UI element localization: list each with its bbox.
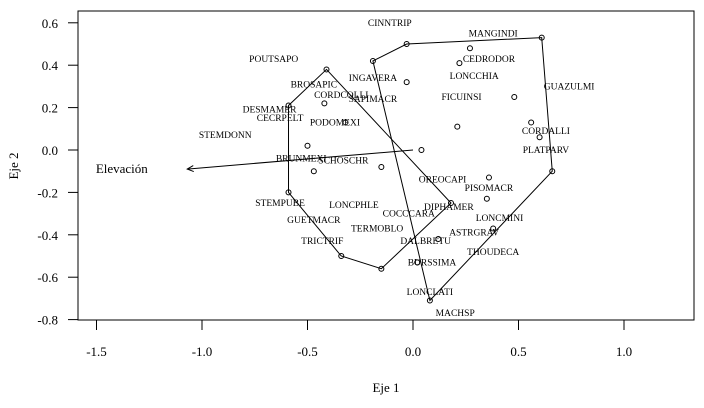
species-label: COCCCARA: [383, 210, 435, 220]
y-tick-label: -0.8: [37, 313, 58, 328]
species-label: LONCPHLE: [329, 201, 379, 211]
sample-point: [426, 297, 433, 304]
y-tick-label: 0.4: [42, 58, 59, 73]
sample-points: [285, 34, 556, 304]
sample-point: [323, 66, 330, 73]
species-label: MANGINDI: [469, 29, 518, 39]
species-label: MACHSP: [436, 309, 475, 319]
sample-point: [536, 134, 543, 141]
environmental-vector: Elevación: [96, 149, 414, 176]
sample-point: [414, 259, 421, 266]
species-label: ASTRGRAV: [449, 229, 499, 239]
x-tick-label: -0.5: [297, 344, 318, 359]
species-label: THOUDECA: [467, 248, 519, 258]
x-tick-label: 0.5: [510, 344, 526, 359]
sample-point: [466, 45, 473, 52]
sample-point: [538, 34, 545, 41]
x-tick-label: 0.0: [405, 344, 421, 359]
hull-right: [372, 37, 553, 302]
species-label: GUETMACR: [287, 216, 341, 226]
sample-point: [378, 163, 385, 170]
species-label: GUAZULMI: [544, 82, 595, 92]
arrowhead-icon: [186, 165, 194, 173]
species-label: PISOMACR: [465, 184, 514, 194]
species-label: TERMOBLO: [351, 224, 403, 234]
sample-point: [338, 253, 345, 259]
sample-point: [418, 147, 425, 153]
species-label: SAPIMACR: [349, 95, 398, 105]
species-label: INGAVERA: [349, 74, 398, 84]
sample-point: [285, 102, 292, 109]
x-axis: -1.5 -1.0 -0.5 0.0 0.5 1.0: [86, 319, 632, 359]
sample-point: [321, 100, 328, 107]
species-label: DALBRETU: [400, 237, 451, 247]
sample-point: [447, 200, 454, 206]
y-tick-label: -0.4: [37, 228, 58, 243]
species-label: SCHOSCHR: [318, 157, 369, 167]
species-label: STEMPUBE: [255, 199, 305, 209]
sample-point: [403, 41, 410, 47]
sample-point: [485, 174, 492, 181]
species-label: FICUINSI: [441, 93, 481, 103]
species-label: TRICTRIF: [301, 237, 343, 247]
sample-point: [456, 60, 463, 67]
plot-frame: [77, 10, 695, 321]
species-label: POUTSAPO: [249, 55, 298, 65]
sample-point: [378, 265, 385, 272]
species-label: CECRPELT: [257, 114, 304, 124]
species-label: DESMAMER: [243, 106, 298, 116]
sample-point: [454, 123, 461, 130]
sample-point: [528, 119, 535, 126]
sample-point: [342, 119, 349, 126]
species-label: LONCMINI: [476, 214, 524, 224]
species-label: STEMDONN: [199, 131, 252, 141]
sample-point: [549, 168, 556, 175]
sample-point: [483, 195, 490, 202]
species-label: LONCCHIA: [450, 72, 499, 82]
x-tick-label: 1.0: [616, 344, 632, 359]
species-label: DIPHAMER: [424, 203, 474, 213]
species-labels: CINNTRIP MANGINDI POUTSAPO CEDRODOR INGAVERA…: [199, 19, 595, 319]
species-label: CEDRODOR: [463, 55, 516, 65]
sample-point: [285, 189, 292, 196]
elevation-arrow: [187, 149, 414, 170]
y-tick-label: -0.6: [37, 270, 58, 285]
species-label: OREOCAPI: [419, 176, 467, 186]
sample-point: [403, 79, 410, 86]
species-label: PLATPARV: [523, 146, 570, 156]
species-label: CORDCOLLI: [314, 91, 368, 101]
species-label: PODOMEXI: [310, 118, 360, 128]
species-label: LONCLATI: [407, 288, 453, 298]
x-axis-title: Eje 1: [372, 380, 399, 395]
y-axis: 0.6 0.4 0.2 0.0 -0.2 -0.4 -0.6 -0.8: [37, 16, 78, 328]
y-tick-label: 0.0: [42, 143, 58, 158]
sample-point: [304, 142, 311, 149]
elevation-label: Elevación: [96, 161, 148, 176]
convex-hulls: [288, 37, 553, 302]
hull-left: [288, 68, 452, 270]
species-label: BURSSIMA: [408, 258, 457, 268]
species-label: CINNTRIP: [368, 19, 412, 29]
species-label: CORDALLI: [522, 127, 570, 137]
sample-point: [369, 57, 376, 64]
species-label: BRUNMEXI: [276, 154, 327, 164]
sample-point: [435, 236, 442, 243]
y-tick-label: -0.2: [37, 185, 58, 200]
sample-point: [511, 94, 518, 100]
sample-point: [490, 225, 497, 232]
y-tick-label: 0.2: [42, 101, 58, 116]
y-tick-label: 0.6: [42, 16, 59, 31]
x-tick-label: -1.0: [192, 344, 213, 359]
species-label: BROSAPIC: [291, 80, 337, 90]
y-axis-title: Eje 2: [6, 152, 21, 179]
sample-point: [310, 168, 317, 175]
x-tick-label: -1.5: [86, 344, 107, 359]
